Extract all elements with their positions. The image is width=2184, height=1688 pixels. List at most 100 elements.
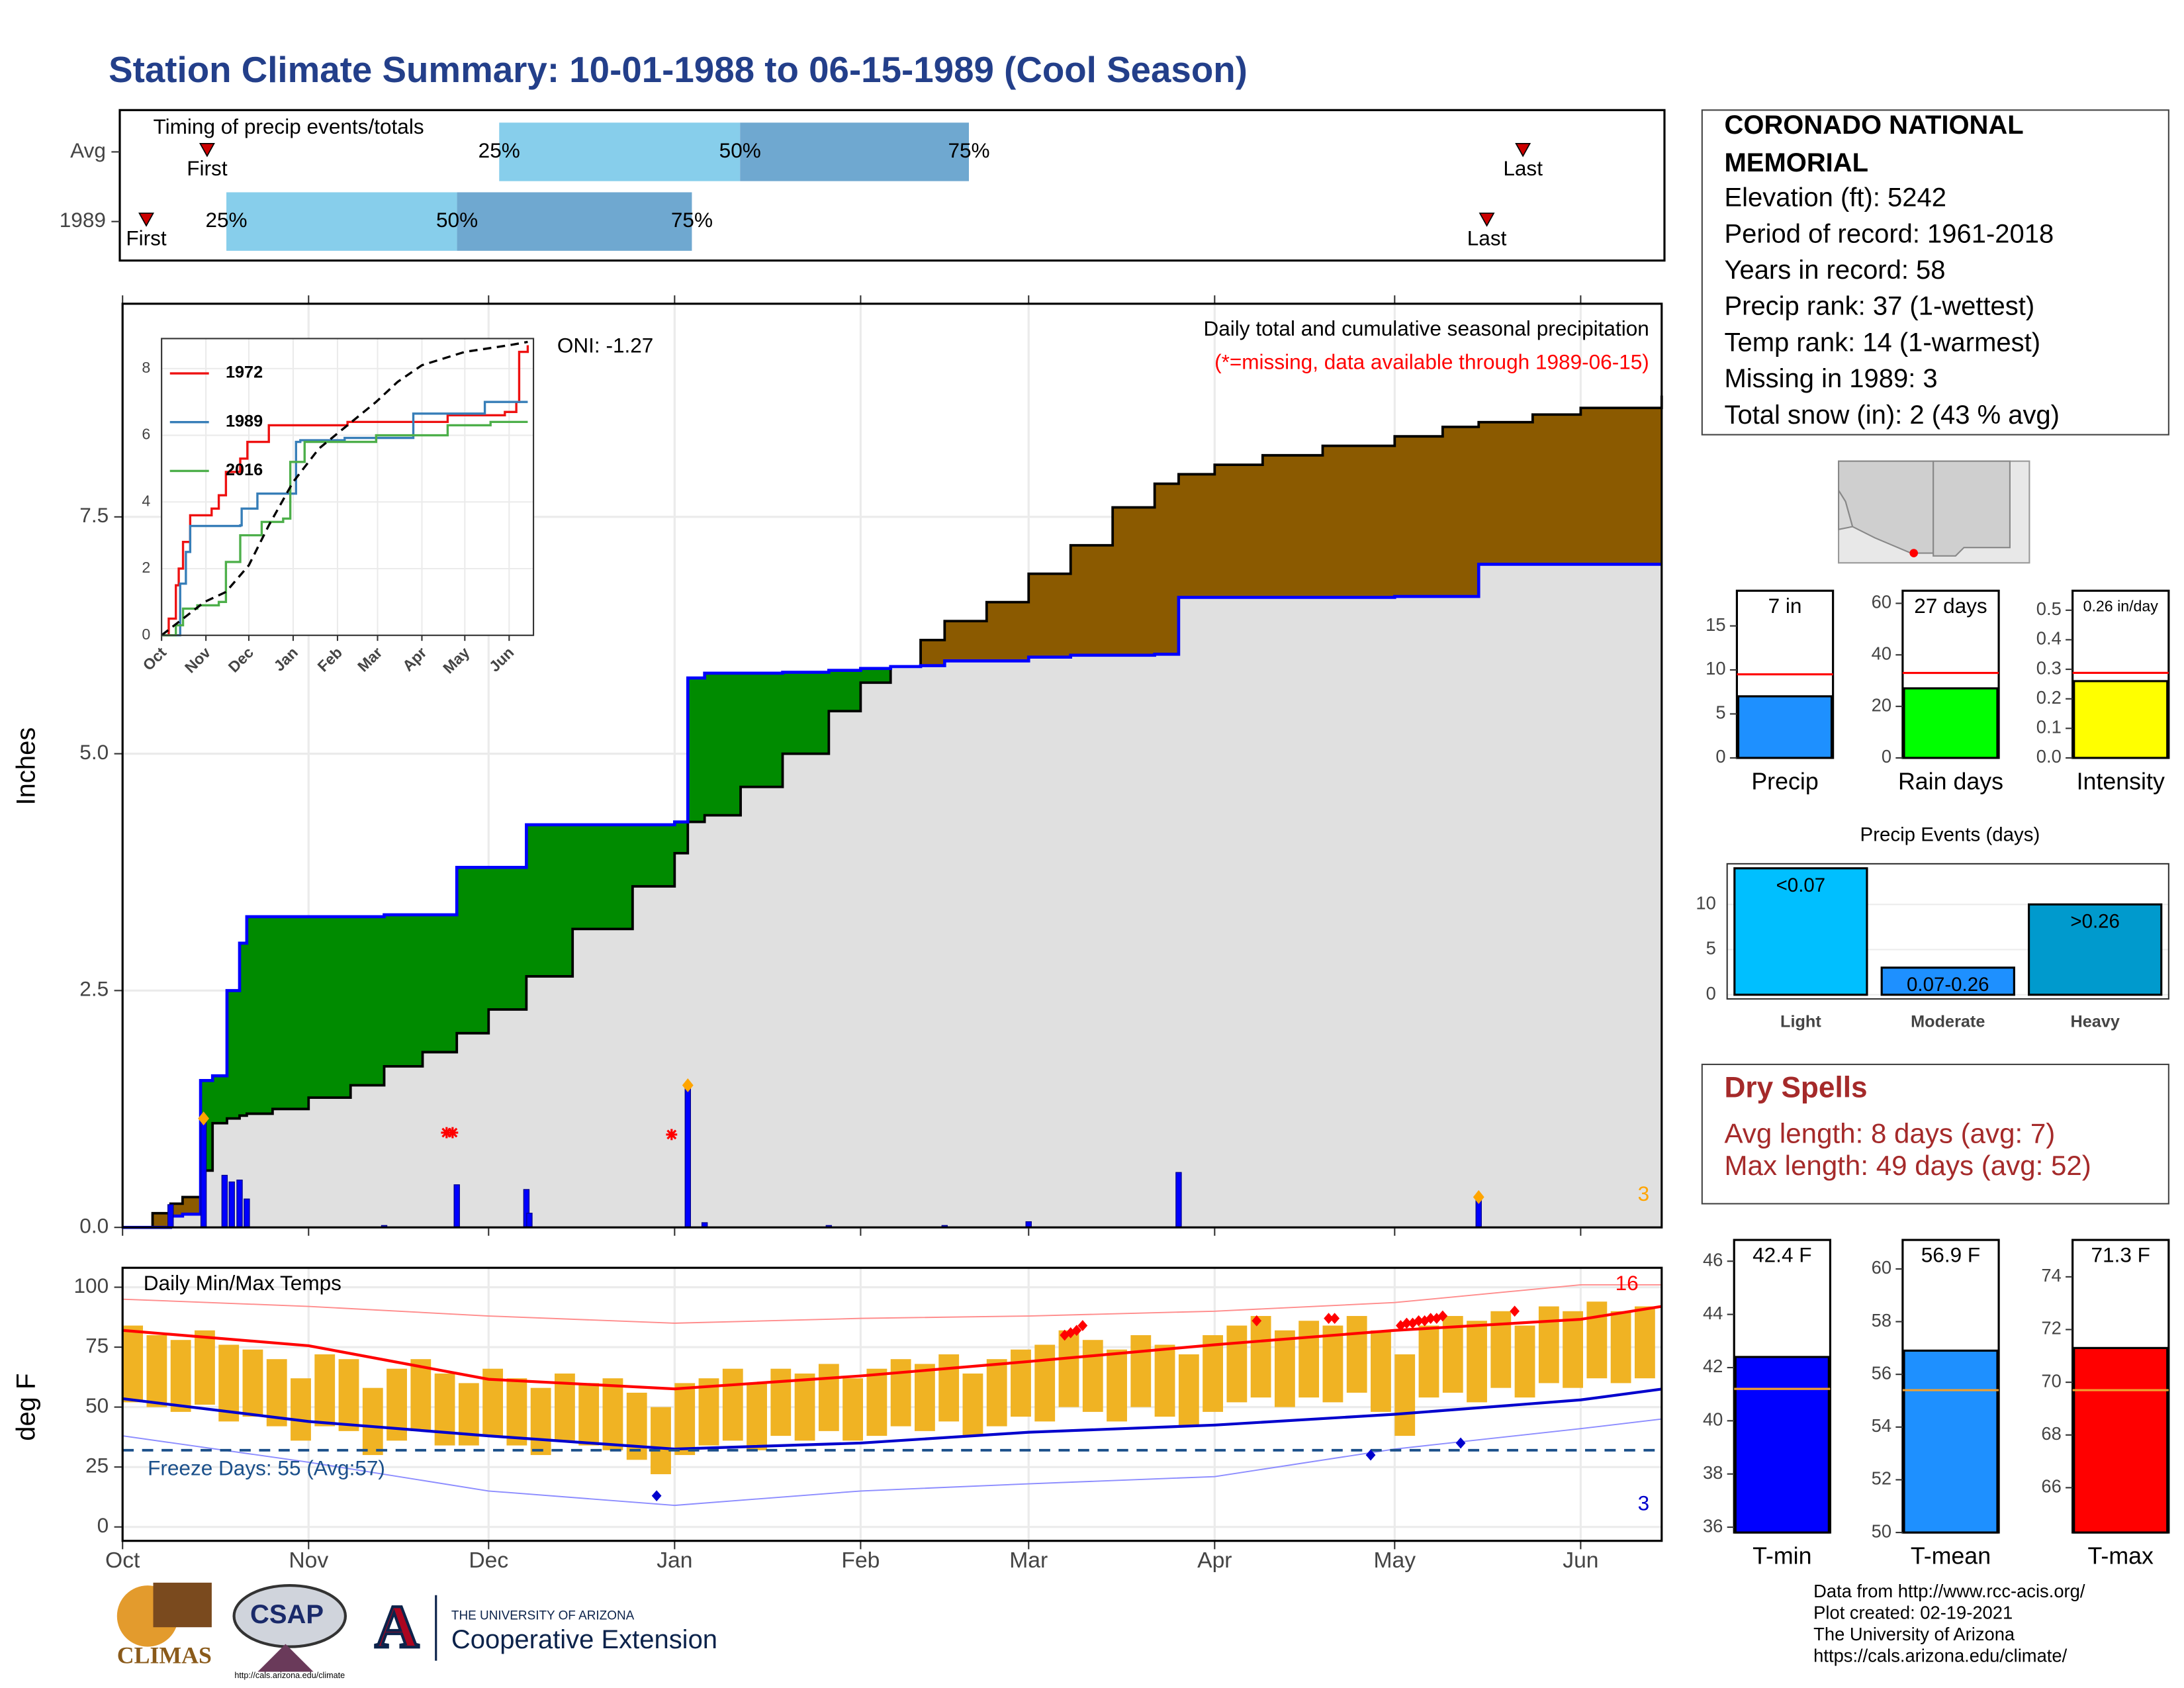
quantile-label: 50%	[719, 138, 761, 162]
temp-range-bar	[1034, 1344, 1056, 1422]
value-label: 0.26 in/day	[2083, 598, 2159, 615]
value-label: 27 days	[1914, 594, 1987, 618]
y-tick-label: 25	[85, 1454, 109, 1477]
temp-range-bar	[1154, 1344, 1175, 1417]
footer-line: Plot created: 02-19-2021	[1813, 1602, 2013, 1622]
temp-range-bar	[602, 1378, 623, 1450]
footer-line: The University of Arizona	[1813, 1624, 2015, 1644]
y-tick-label: 20	[1872, 694, 1891, 715]
timing-marker-label: First	[187, 156, 228, 180]
missing-marker	[447, 1127, 459, 1139]
inset-line	[161, 345, 529, 637]
event-bar	[1880, 966, 2015, 996]
y-tick-label: 0	[97, 1513, 109, 1537]
value-label: 7 in	[1768, 594, 1802, 618]
temp-range-bar	[938, 1354, 960, 1422]
temp-range-bar	[146, 1335, 167, 1407]
record-high-marker	[1324, 1313, 1334, 1325]
y-tick-label: 0.0	[79, 1214, 109, 1238]
y-tick-label: 10	[1706, 658, 1725, 679]
temp-range-bar	[1563, 1311, 1584, 1388]
temp-range-bar	[962, 1373, 983, 1436]
summary-bar	[1903, 1349, 1999, 1534]
y-tick-label: 0.3	[2036, 657, 2062, 678]
timing-marker	[199, 142, 215, 158]
x-tick-label: Apr	[1197, 1548, 1232, 1573]
y-tick-label: 0	[1706, 983, 1716, 1004]
record-high-marker	[1071, 1325, 1082, 1336]
daily-precip-bar	[453, 1184, 460, 1228]
footer-line: Data from http://www.rcc-acis.org/	[1813, 1581, 2085, 1601]
row-label: 1989	[60, 208, 106, 232]
y-tick-label: 7.5	[79, 503, 109, 527]
record-high-marker	[1426, 1313, 1436, 1325]
temp-range-bar	[530, 1387, 551, 1456]
daily-precip-bar	[221, 1174, 228, 1228]
state-california	[1838, 488, 1854, 531]
timing-marker	[138, 212, 154, 227]
temp-range-bar	[434, 1373, 455, 1446]
category-label: Precip	[1751, 768, 1818, 794]
events-title: Precip Events (days)	[1860, 824, 2040, 846]
value-label: 56.9 F	[1921, 1243, 1980, 1267]
temp-range-bar	[506, 1378, 527, 1446]
quantile-label: 75%	[671, 208, 713, 232]
state-new-mexico	[1933, 460, 2011, 557]
chart-title: Daily total and cumulative seasonal prec…	[1203, 316, 1649, 340]
temp-range-bar	[626, 1392, 647, 1460]
temp-range-bar	[651, 1407, 671, 1475]
cumulative-line	[122, 563, 1662, 1229]
temps-frame	[121, 1266, 1663, 1542]
quantile-bar	[226, 192, 457, 251]
temp-range-bar	[170, 1340, 191, 1412]
station-location	[1909, 549, 1919, 557]
temp-range-bar	[1394, 1354, 1416, 1436]
y-tick-label: 5	[1715, 702, 1725, 723]
event-threshold: >0.26	[2070, 910, 2120, 932]
temp-range-bar	[890, 1359, 911, 1427]
inset-line	[161, 340, 528, 637]
x-tick-label: Mar	[1009, 1548, 1048, 1573]
y-tick-label: 58	[1872, 1310, 1891, 1331]
category-label: T-mean	[1911, 1542, 1991, 1569]
summary-bar	[1903, 687, 1999, 759]
temp-range-bar	[1082, 1340, 1103, 1412]
record-high-marker	[1437, 1310, 1448, 1322]
temp-range-bar	[1226, 1325, 1248, 1403]
dry-spells-box	[1701, 1063, 2169, 1205]
station-box	[1701, 109, 2169, 436]
daily-precip-bar	[1175, 1172, 1182, 1228]
csap-mountain	[257, 1644, 314, 1672]
event-threshold: <0.07	[1776, 874, 1826, 896]
y-tick-label: 5	[1706, 938, 1716, 959]
category-label: T-min	[1752, 1542, 1811, 1569]
record-max-line	[122, 1284, 1662, 1324]
inset-line	[161, 420, 528, 637]
y-tick-label: 75	[85, 1333, 109, 1357]
y-tick-label: 0.0	[2036, 746, 2062, 767]
dry-spells-line: Avg length: 8 days (avg: 7)	[1724, 1117, 2055, 1149]
event-threshold: 0.07-0.26	[1907, 974, 1989, 996]
temp-range-bar	[770, 1368, 792, 1436]
record-high-marker	[1402, 1317, 1412, 1329]
temp-range-bar	[1610, 1311, 1631, 1383]
record-high-count: 16	[1615, 1271, 1639, 1295]
inset-line	[161, 400, 528, 637]
plot-frame	[121, 303, 1663, 1229]
record-low-count: 3	[1638, 1491, 1650, 1515]
timing-marker	[1479, 212, 1495, 227]
climas-logo-text: CLIMAS	[117, 1642, 212, 1669]
y-tick-label: 50	[1872, 1521, 1891, 1541]
temp-range-bar	[410, 1359, 432, 1431]
temp-range-bar	[1514, 1325, 1535, 1398]
y-tick-label: 56	[1872, 1362, 1891, 1383]
y-tick-label: 40	[1872, 643, 1891, 663]
station-info: Period of record: 1961-2018	[1724, 219, 2054, 248]
y-tick-label: 15	[1706, 614, 1725, 635]
y-tick-label: 5.0	[79, 740, 109, 764]
summary-bar	[2073, 680, 2169, 759]
temp-range-bar	[1130, 1335, 1152, 1407]
temp-range-bar	[1107, 1349, 1127, 1422]
y-tick-label: 36	[1703, 1515, 1723, 1536]
temp-range-bar	[122, 1325, 144, 1403]
